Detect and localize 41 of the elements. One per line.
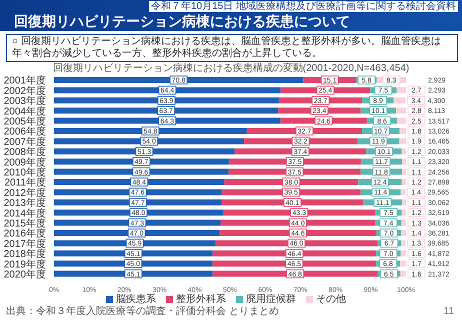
bar <box>54 158 229 165</box>
bar <box>54 87 281 94</box>
y-tick-label: 2010年度 <box>4 166 46 178</box>
bar <box>54 179 224 185</box>
y-tick-label: 2011年度 <box>4 176 46 189</box>
legend-label: その他 <box>315 294 346 305</box>
text: 令和７年10月15日 地域医療構想及び医療計画等に関する検討会資料 <box>148 1 458 12</box>
legend-label: 廃用症候群 <box>245 294 296 305</box>
y-tick-label: 2008年度 <box>4 146 46 158</box>
bar <box>54 138 244 144</box>
y-tick-label: 2002年度 <box>4 84 46 97</box>
y-tick-label: 2015年度 <box>4 217 46 230</box>
y-tick-label: 2012年度 <box>4 186 46 199</box>
y-tick-label: 2009年度 <box>4 156 46 168</box>
y-tick-label: 2014年度 <box>4 207 46 220</box>
legend-label: 脳疾患系 <box>115 294 156 305</box>
y-tick-label: 2019年度 <box>4 258 46 270</box>
bar <box>54 97 279 104</box>
y-tick-label: 2018年度 <box>4 248 46 260</box>
y-tick-label: 2006年度 <box>4 126 46 138</box>
chart-title: 回復期リハビリテーション病棟における疾患について <box>14 13 350 30</box>
y-tick-label: 2007年度 <box>4 136 46 148</box>
source-note: 出典：令和３年度入院医療等の調査・評価分科会 とりまとめ <box>6 306 279 318</box>
text: ○ 回復期リハビリテーション病棟における疾患は、脳血管疾患と整形外科が多い。脳血管疾患は年々割合が減少している一方、整形外科疾患の割合が上昇している。 <box>6 34 458 62</box>
y-tick-label: 2001年度 <box>4 74 46 87</box>
y-tick-label: 2017年度 <box>4 238 46 250</box>
text: 11 <box>444 306 454 318</box>
bar <box>54 148 235 154</box>
chart-subtitle: 回復期リハビリテーション病棟における疾患構成の変動(2001-2020,N=463,454) <box>52 63 410 74</box>
bar <box>54 168 229 175</box>
bar <box>54 118 280 124</box>
y-tick-label: 2013年度 <box>4 197 46 210</box>
y-tick-label: 2020年度 <box>4 268 46 280</box>
y-tick-label: 2005年度 <box>4 115 46 128</box>
legend-label: 整形外科系 <box>175 294 226 305</box>
y-tick-label: 2003年度 <box>4 95 46 108</box>
y-tick-label: 2004年度 <box>4 105 46 118</box>
bar <box>54 128 247 134</box>
y-tick-label: 2016年度 <box>4 228 46 240</box>
bar <box>54 189 222 196</box>
bar <box>54 77 304 83</box>
